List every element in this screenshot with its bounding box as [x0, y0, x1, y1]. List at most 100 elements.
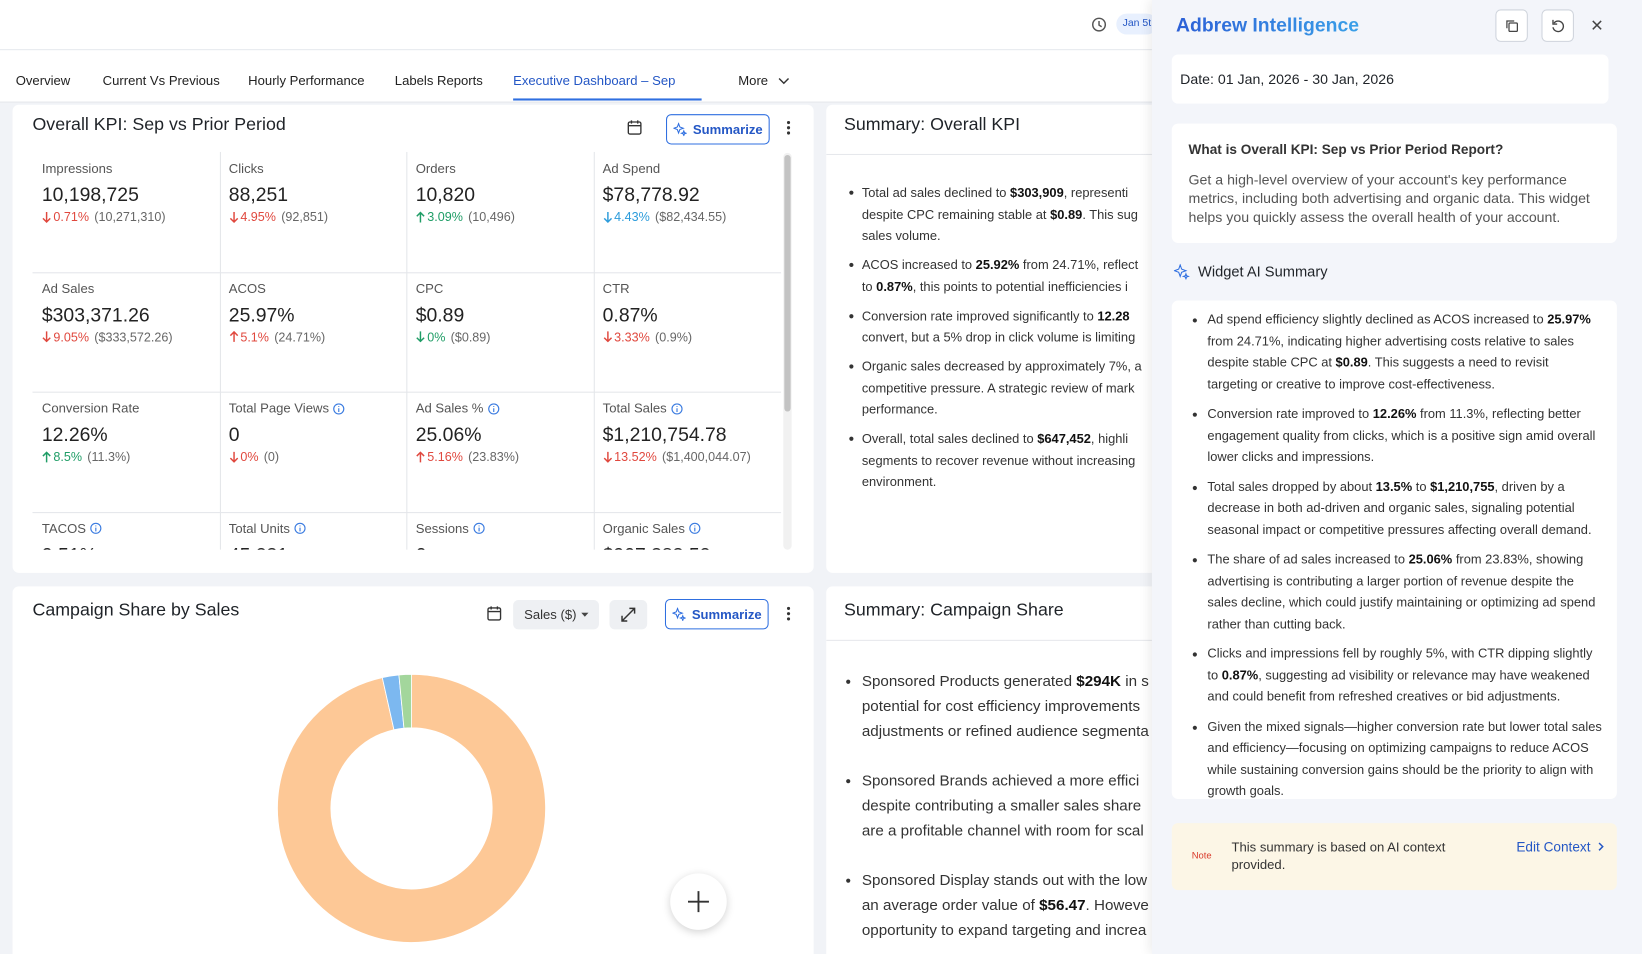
kpi-grid: Impressions 10,198,725 0.71% (10,271,310) Cl…	[32, 151, 782, 550]
kpi-value: 45,231	[229, 543, 288, 550]
info-ring	[90, 522, 102, 534]
tab[interactable]: Hourly Performance	[248, 73, 364, 88]
history-icon[interactable]	[1091, 17, 1107, 33]
text-segment: convert, but a 5% drop in click volume i…	[861, 329, 1136, 345]
text-line: Conversion rate improved significantly t…	[862, 305, 1135, 326]
arrow	[603, 331, 612, 343]
text-segment: $294K	[1076, 673, 1122, 691]
text-segment: from 11.3%, reflecting better engagement…	[1207, 406, 1596, 464]
text-segment: Organic sales decreased by approximately…	[861, 359, 1142, 374]
grid-divider	[32, 391, 782, 393]
tab[interactable]: Labels Reports	[395, 73, 483, 88]
summarize-button[interactable]: Summarize	[666, 114, 770, 145]
text-segment: 25.97%	[1547, 312, 1591, 327]
tab[interactable]: Executive Dashboard – Sep	[513, 73, 675, 88]
summarize-button[interactable]: Summarize	[664, 598, 769, 630]
calendar-icon[interactable]	[627, 119, 642, 135]
kpi-card: Impressions 10,198,725 0.71% (10,271,310)	[42, 152, 216, 272]
arrow	[229, 211, 238, 223]
summary-box: Ad spend efficiency slightly declined as…	[1171, 300, 1617, 802]
text-segment: , suggesting ad visibility or relevance …	[1207, 667, 1590, 704]
arrow	[42, 331, 51, 343]
kpi-card: Ad Sales $303,371.26 9.05% ($333,572.26)	[42, 272, 216, 392]
bullet-item: Sponsored Display stands out with the lo…	[862, 868, 1149, 943]
kpi-label: Total Sales	[603, 401, 683, 416]
bullet-dot	[849, 190, 854, 196]
kpi-value: 10,198,725	[41, 183, 139, 206]
prior-value: ($333,572.26)	[94, 329, 173, 345]
text-segment: . This suggests a need to revisit target…	[1207, 354, 1549, 392]
kpi-label: TACOS	[42, 521, 102, 536]
text-segment: ACOS increased to	[861, 257, 976, 273]
kpi-card: Orders 10,820 3.09% (10,496)	[416, 152, 590, 272]
text-line: segments to recover revenue without incr…	[862, 450, 1135, 471]
text-line: environment.	[862, 471, 1135, 492]
divider	[826, 153, 1172, 155]
kpi-card: Organic Sales $907,383.52	[603, 512, 777, 550]
button-label: Summarize	[692, 121, 763, 137]
text-segment: to	[1412, 479, 1431, 494]
more-menu[interactable]	[786, 120, 791, 135]
kpi-label: Total Page Views	[229, 401, 345, 416]
prior-value: (10,271,310)	[94, 209, 166, 225]
calendar-icon[interactable]	[487, 605, 502, 621]
bullet-item: ACOS increased to 25.92% from 24.71%, re…	[862, 254, 1138, 297]
info-icon	[473, 522, 485, 534]
info-ring	[473, 522, 485, 534]
arrow-down	[229, 451, 238, 463]
note-text: This summary is based on AI context prov…	[1231, 839, 1446, 873]
copy-button[interactable]	[1495, 9, 1528, 42]
change-percent: 5.1%	[240, 329, 269, 345]
label-text: Ad Spend	[602, 161, 661, 176]
text-segment: $0.89	[1335, 354, 1368, 370]
text-line: despite contributing a smaller sales sha…	[862, 794, 1144, 819]
bullet-dot	[849, 436, 854, 442]
close-button[interactable]	[1592, 20, 1602, 30]
scrollbar-thumb[interactable]	[784, 154, 791, 412]
text-segment: The share of ad sales increased to	[1207, 551, 1409, 567]
kpi-change: 5.16% (23.83%)	[416, 449, 519, 464]
arrow	[416, 450, 425, 462]
tab[interactable]: More	[738, 73, 790, 88]
label-text: CTR	[602, 281, 630, 296]
add-button[interactable]	[670, 873, 727, 930]
metric-select[interactable]: Sales ($)	[513, 600, 599, 630]
kpi-label: Conversion Rate	[42, 401, 140, 416]
text-line: potential for cost efficiency improvemen…	[862, 694, 1149, 719]
arrow	[42, 211, 51, 223]
change-percent: 8.5%	[53, 449, 83, 464]
text-segment: environment.	[861, 474, 937, 490]
text-segment: 12.28	[1097, 308, 1130, 324]
pie-slice	[398, 673, 412, 729]
date-badge[interactable]: Jan 5t	[1116, 13, 1158, 35]
text-segment: . This sug	[1082, 206, 1138, 222]
kpi-summary: Summary: Overall KPI Total ad sales decl…	[826, 104, 1172, 573]
refresh-button[interactable]	[1541, 9, 1574, 42]
text-line: to 0.87%, this points to potential ineff…	[862, 276, 1138, 297]
bullet-item: Total ad sales declined to $303,909, rep…	[862, 182, 1138, 246]
kpi-change: 4.95% (92,851)	[229, 209, 328, 224]
arrow-down	[603, 451, 612, 463]
tab[interactable]: Overview	[16, 73, 71, 88]
expand-button[interactable]	[609, 600, 648, 630]
more-menu[interactable]	[786, 606, 791, 621]
arrow	[603, 451, 612, 463]
text-segment: Total sales dropped by about	[1207, 479, 1376, 494]
change-percent: 4.95%	[240, 209, 276, 225]
kpi-card: CTR 0.87% 3.33% (0.9%)	[603, 272, 777, 392]
chevron	[779, 77, 790, 84]
edit-context-link[interactable]: Edit Context	[1516, 839, 1604, 855]
prior-value: ($82,434.55)	[655, 209, 727, 225]
tab[interactable]: Current Vs Previous	[103, 73, 220, 88]
kpi-value: $0.89	[415, 303, 465, 326]
bullet-list: Ad spend efficiency slightly declined as…	[1172, 301, 1617, 802]
divider	[826, 639, 1172, 641]
kpi-card: Conversion Rate 12.26% 8.5% (11.3%)	[42, 392, 216, 512]
kpi-card: Clicks 88,251 4.95% (92,851)	[229, 152, 403, 272]
info-icon	[689, 522, 701, 534]
text-segment: despite CPC remaining stable at	[861, 206, 1051, 222]
bullet-item: Overall, total sales declined to $647,45…	[862, 428, 1135, 492]
label-text: Orders	[415, 161, 456, 176]
bullet-dot	[849, 263, 854, 268]
